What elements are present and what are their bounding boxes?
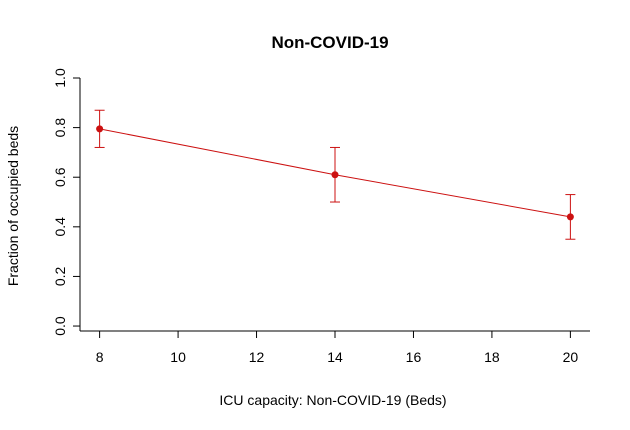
chart-title: Non-COVID-19 — [271, 33, 388, 52]
x-axis: 8 10 12 14 16 18 20 — [96, 331, 579, 365]
series-layer — [94, 109, 576, 240]
x-axis-label: ICU capacity: Non-COVID-19 (Beds) — [219, 392, 446, 408]
x-tick-label: 14 — [327, 349, 343, 365]
y-tick-label: 0.2 — [52, 266, 68, 286]
x-tick-label: 20 — [563, 349, 579, 365]
y-tick-label: 0.4 — [52, 217, 68, 237]
x-tick-label: 8 — [96, 349, 104, 365]
data-point — [566, 213, 574, 221]
y-tick-label: 0.6 — [52, 167, 68, 187]
x-tick-label: 18 — [484, 349, 500, 365]
data-point — [96, 125, 104, 133]
y-tick-label: 0.8 — [52, 118, 68, 138]
y-axis: 0.0 0.2 0.4 0.6 0.8 1.0 — [52, 68, 80, 336]
plot-frame — [79, 78, 590, 332]
x-tick-label: 12 — [249, 349, 265, 365]
x-tick-label: 16 — [406, 349, 422, 365]
y-tick-label: 1.0 — [52, 68, 68, 88]
y-tick-label: 0.0 — [52, 316, 68, 336]
data-point — [331, 171, 339, 179]
x-tick-label: 10 — [170, 349, 186, 365]
y-axis-label: Fraction of occupied beds — [5, 126, 21, 286]
